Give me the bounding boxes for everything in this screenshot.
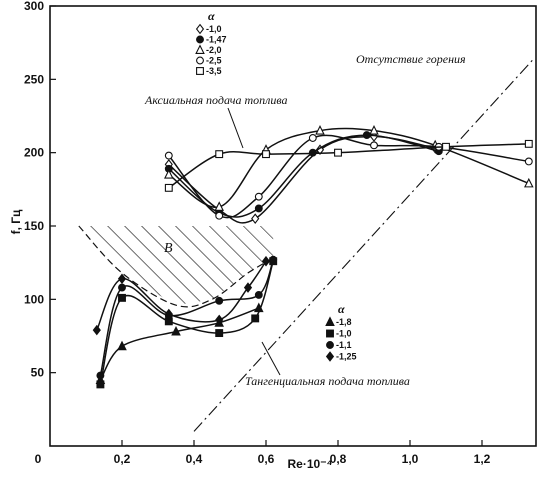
axial-data-point [262, 150, 270, 159]
axial-data-point [524, 177, 534, 188]
axial-data-point [164, 169, 174, 179]
axial-data-point [334, 148, 342, 157]
axial-data-point [164, 183, 173, 192]
axial-series-line [168, 134, 439, 218]
axial-data-point [164, 151, 173, 160]
tangential-data-point [261, 255, 271, 267]
legend-marker [196, 56, 204, 65]
tangential-data-point [171, 325, 181, 336]
axial-series-5 [164, 139, 533, 192]
axial-data-point [315, 144, 325, 156]
tangential-data-point [251, 314, 260, 323]
axial-data-point [370, 141, 378, 150]
tick-layer: 0 0,2 0,4 0,6 0,8 1,0 1,2 50 100 150 200 250 300 [24, 0, 491, 466]
tangential-data-point [269, 255, 278, 264]
tangential-data-point [215, 314, 224, 326]
axial-data-point [251, 213, 260, 224]
no-combustion-line [193, 59, 533, 432]
legend-marker [325, 316, 335, 326]
axial-data-point [254, 192, 263, 201]
axial-data-point [214, 201, 224, 211]
legend-label: -2,0 [206, 45, 222, 55]
legend-label: -2,5 [206, 56, 222, 66]
x-tick-label: 0 [35, 452, 42, 466]
axial-data-point [315, 125, 325, 135]
x-axis-label: Re·10⁻⁴ [288, 457, 333, 471]
legend-marker [196, 67, 204, 75]
tangential-data-point [164, 308, 173, 320]
axial-data-point [369, 125, 379, 135]
axial-data-point [362, 131, 371, 140]
region-b-layer [78, 225, 274, 308]
legend-label: -1,8 [336, 317, 352, 327]
axial-leader-line [227, 107, 244, 149]
tangential-data-point [117, 340, 127, 351]
legend-marker [196, 35, 204, 44]
x-tick-label: 0,6 [258, 452, 275, 466]
x-tick-label: 1,0 [402, 452, 419, 466]
tangential-series-line [99, 307, 260, 381]
legend-marker [326, 329, 334, 338]
annotation-tangential: Тангенциальная подача топлива [245, 374, 410, 388]
annotation-no-combustion: Отсутствие горения [356, 52, 466, 66]
legend-tangential: α-1,8 -1,0-1,1 -1,25 [325, 302, 357, 362]
tangential-data-point [118, 283, 126, 292]
tangential-series-4 [92, 255, 271, 336]
x-tick-label: 0,2 [114, 452, 131, 466]
region-b-hatch [78, 226, 274, 306]
axial-data-point [215, 150, 224, 159]
series-layer [92, 59, 534, 432]
y-tick-label: 150 [24, 219, 44, 233]
annotation-axial: Аксиальная подача топлива [144, 93, 288, 107]
tangential-data-point [118, 293, 126, 302]
x-tick-label: 1,2 [474, 452, 491, 466]
tangential-data-point [254, 290, 263, 299]
x-tick-label: 0,4 [186, 452, 203, 466]
legend-label: -1,25 [336, 352, 357, 362]
legend-label: -1,47 [206, 35, 227, 45]
axial-data-point [215, 211, 224, 220]
axial-data-point [524, 139, 533, 148]
tangential-data-point [215, 329, 224, 338]
axial-data-point [308, 134, 317, 142]
tangential-data-point [96, 380, 105, 389]
tangential-data-point [117, 273, 127, 285]
tangential-data-point [243, 282, 253, 293]
annotation-region-b: B [164, 241, 173, 256]
tangential-data-point [92, 324, 101, 336]
legend-title: α [338, 302, 345, 316]
axial-data-point [442, 142, 450, 151]
legend-label: -3,5 [206, 66, 222, 76]
y-tick-label: 250 [24, 72, 44, 86]
legend-marker [326, 341, 334, 349]
legend-title: α [208, 9, 215, 23]
legend-marker [195, 44, 205, 54]
region-b-boundary [78, 225, 274, 308]
y-tick-label: 100 [24, 292, 44, 306]
tangential-series-3 [96, 255, 278, 380]
y-tick-label: 50 [31, 366, 45, 380]
axial-data-point [254, 204, 263, 213]
axial-data-point [524, 157, 533, 166]
y-tick-label: 300 [24, 0, 44, 13]
legend-label: -1,0 [336, 329, 352, 339]
legend-axial: α-1,0-1,47-2,0-2,5-3,5 [195, 9, 227, 76]
legend-label: -1,0 [206, 24, 222, 34]
legend-marker [195, 23, 205, 35]
y-tick-label: 200 [24, 146, 44, 160]
legend-marker [325, 351, 335, 362]
tangential-leader-line [261, 341, 281, 376]
tangential-data-point [215, 296, 224, 305]
y-axis-label: f, Гц [9, 209, 23, 234]
x-tick-label: 0,8 [330, 452, 347, 466]
tangential-data-point [96, 371, 105, 380]
legend-label: -1,1 [336, 340, 352, 350]
